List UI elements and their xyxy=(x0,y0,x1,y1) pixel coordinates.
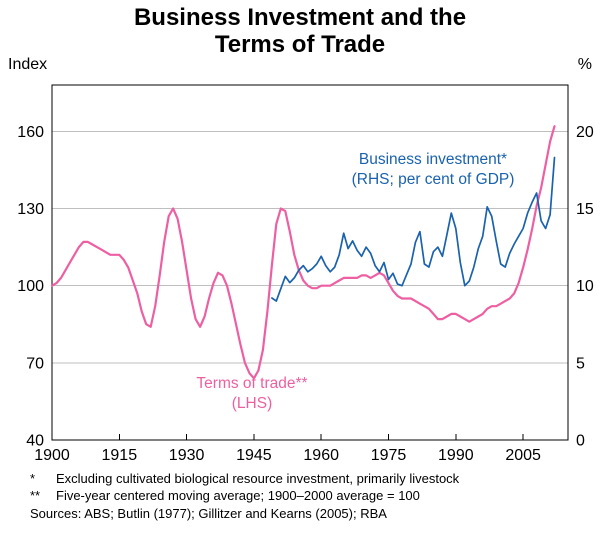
x-tick-label: 1960 xyxy=(303,447,339,464)
footnote-text: Excluding cultivated biological resource… xyxy=(56,471,460,486)
x-tick-label: 1900 xyxy=(34,447,70,464)
footnote-marker: ** xyxy=(30,488,41,503)
business-investment-label-line1: Business investment* xyxy=(358,151,508,168)
footnote-text: Five-year centered moving average; 1900–… xyxy=(56,488,420,503)
plot-frame xyxy=(51,84,569,441)
footnote-row: * Excluding cultivated biological resour… xyxy=(30,470,586,487)
right-tick-label: 5 xyxy=(576,355,585,372)
right-tick-label: 20 xyxy=(576,124,594,141)
left-tick-label: 130 xyxy=(17,201,44,218)
right-tick-label: 15 xyxy=(576,201,594,218)
left-tick-label: 40 xyxy=(26,433,44,450)
right-tick-label: 10 xyxy=(576,278,594,295)
x-tick-label: 1915 xyxy=(102,447,138,464)
footnote-row: ** Five-year centered moving average; 19… xyxy=(30,487,586,504)
right-axis-unit: % xyxy=(577,56,592,73)
x-tick-label: 1930 xyxy=(169,447,205,464)
business-investment-label: Business investment* (RHS; per cent of G… xyxy=(318,150,548,190)
left-axis-unit: Index xyxy=(8,56,48,73)
x-tick-label: 2005 xyxy=(505,447,541,464)
x-tick-label: 1990 xyxy=(438,447,474,464)
right-tick-label: 0 xyxy=(576,433,585,450)
series-line-terms-of-trade xyxy=(50,125,556,380)
left-tick-label: 100 xyxy=(17,278,44,295)
footnotes: * Excluding cultivated biological resour… xyxy=(30,470,586,522)
left-tick-label: 70 xyxy=(26,355,44,372)
business-investment-label-line2: (RHS; per cent of GDP) xyxy=(351,171,515,188)
chart-title-line1: Business Investment and the xyxy=(133,4,467,31)
footnote-marker: * xyxy=(30,471,36,486)
terms-of-trade-label: Terms of trade** (LHS) xyxy=(152,374,352,414)
chart-title-line2: Terms of Trade xyxy=(214,31,386,58)
terms-of-trade-label-line2: (LHS) xyxy=(231,395,273,412)
x-tick-label: 1945 xyxy=(236,447,272,464)
x-tick-label: 1975 xyxy=(371,447,407,464)
left-tick-label: 160 xyxy=(17,124,44,141)
series-line-business-investment xyxy=(271,156,556,302)
terms-of-trade-label-line1: Terms of trade** xyxy=(196,375,308,392)
chart-title: Business Investment and the Terms of Tra… xyxy=(0,4,600,58)
sources-line: Sources: ABS; Butlin (1977); Gillitzer a… xyxy=(30,506,387,521)
